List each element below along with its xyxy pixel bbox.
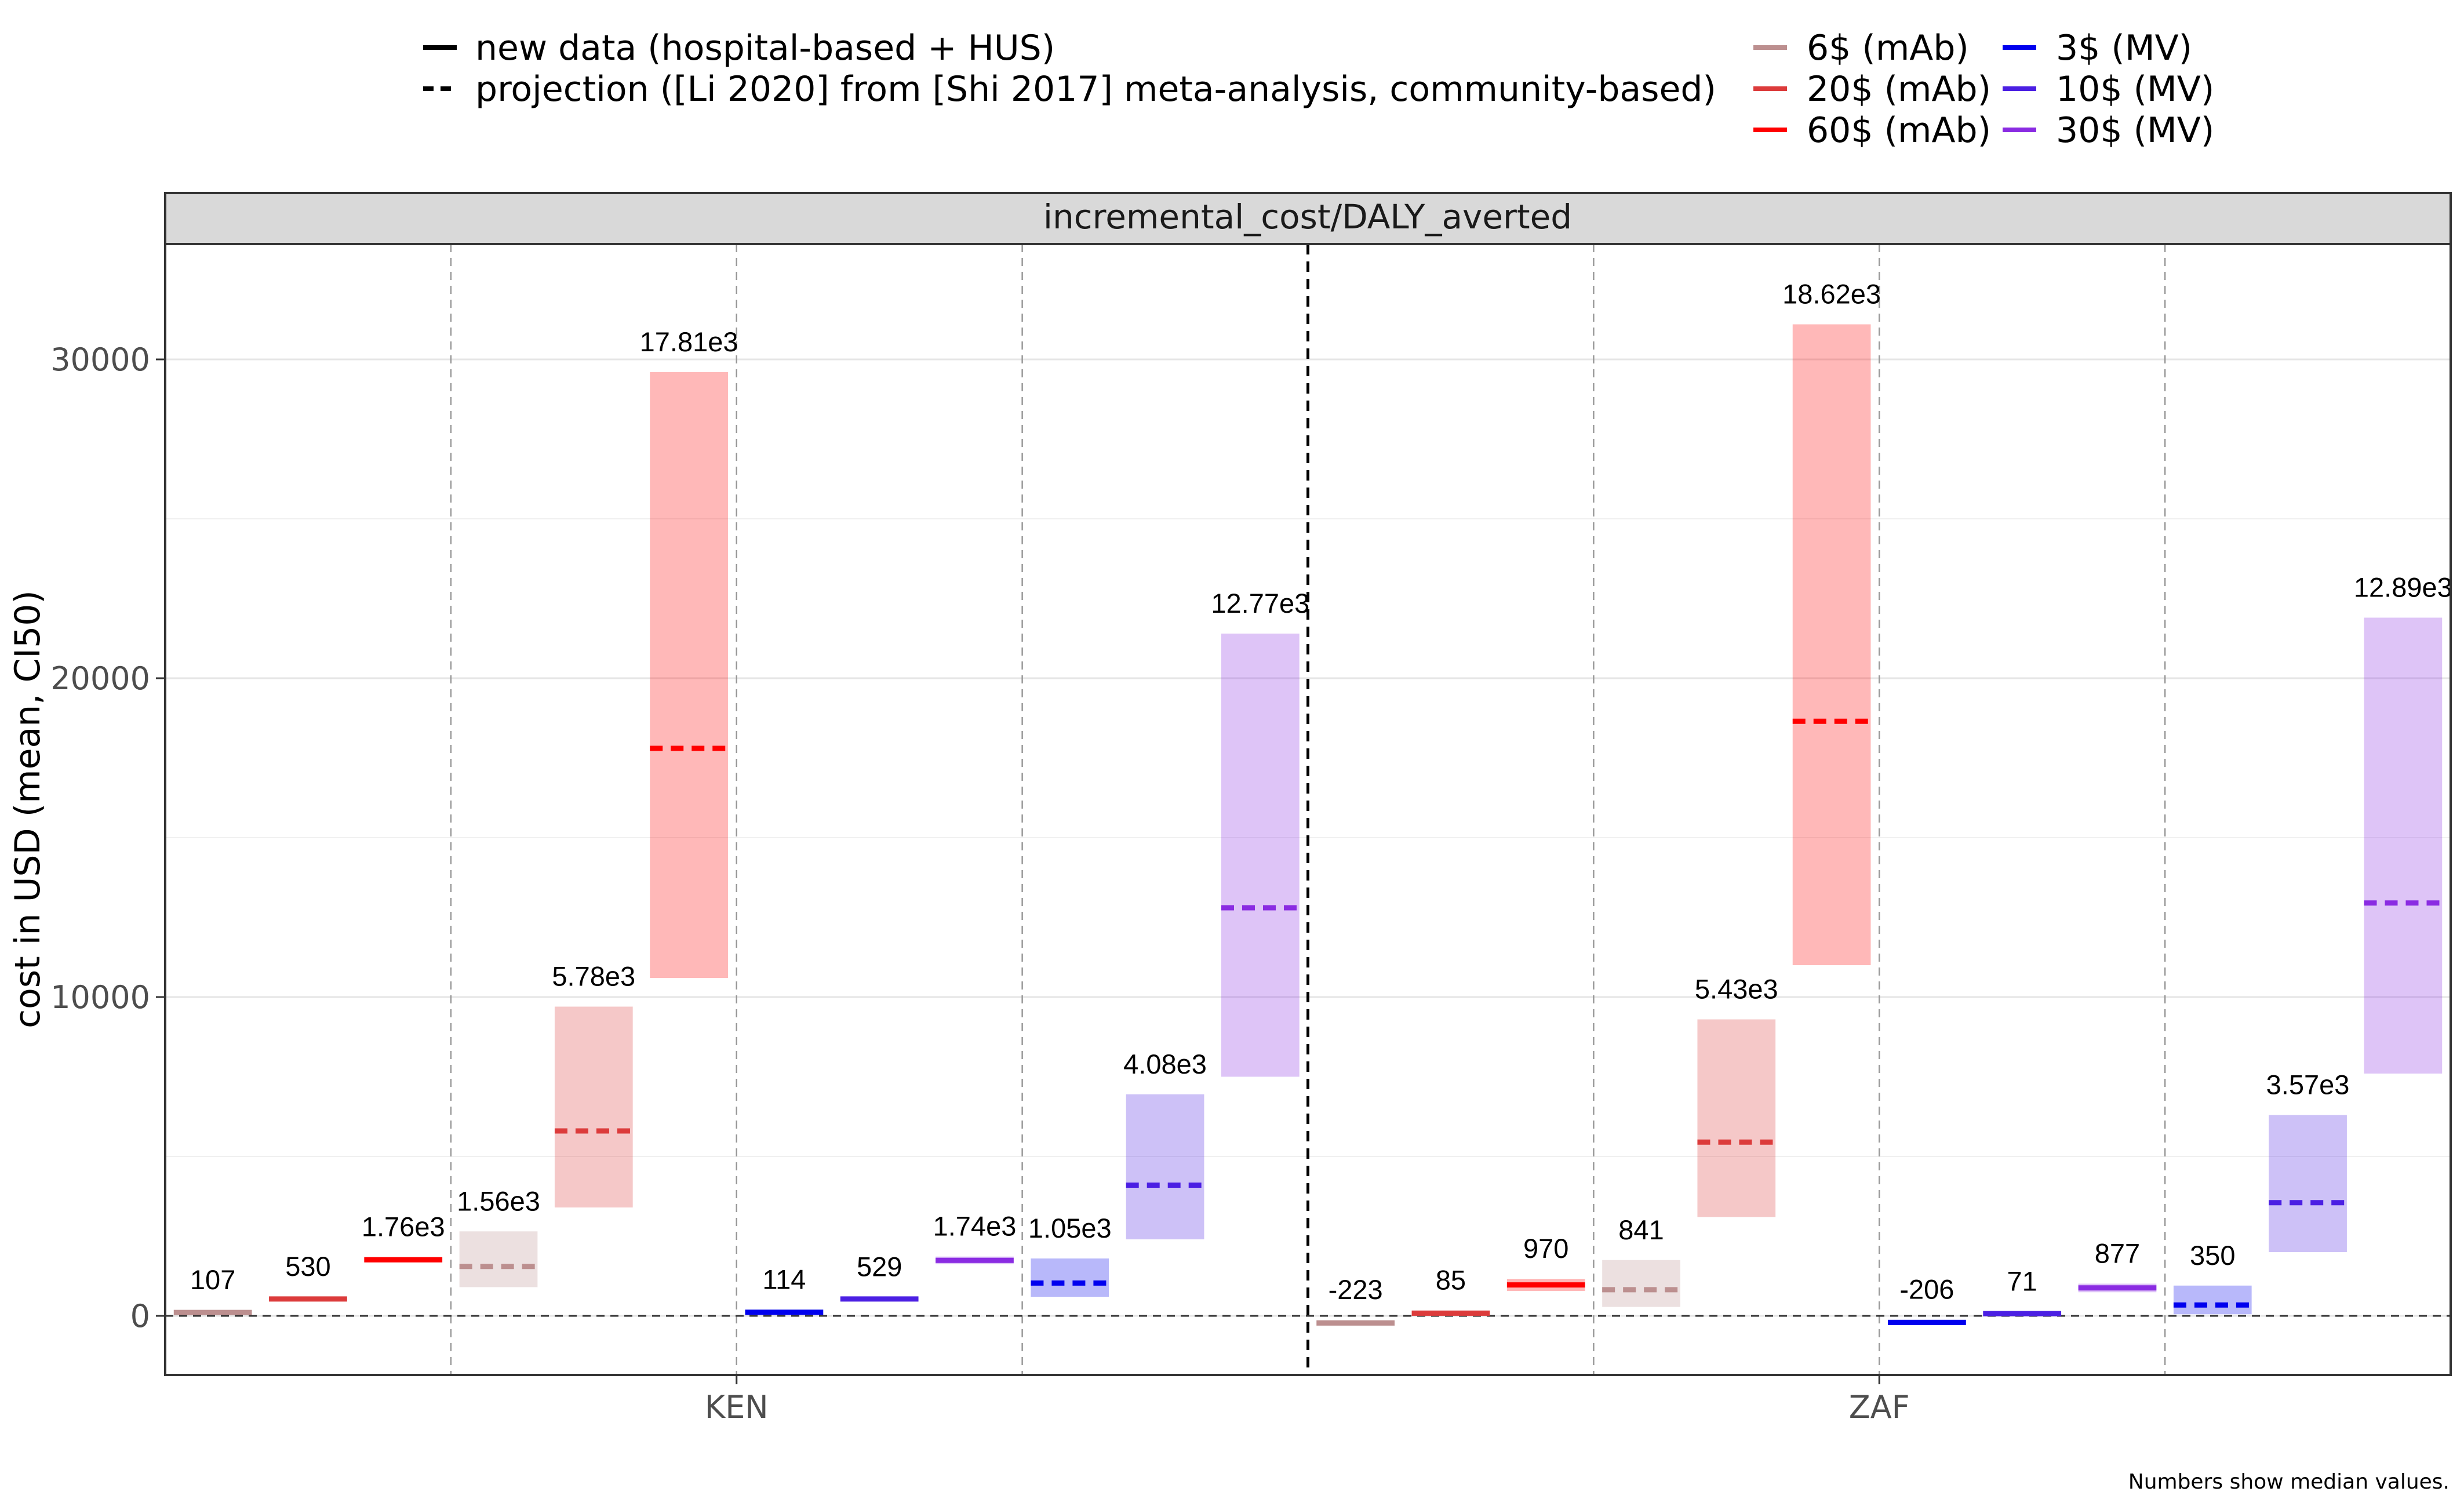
median-label: 5.78e3 (552, 961, 635, 992)
legend-color-label: 20$ (mAb) (1807, 69, 1991, 110)
ci-box (2364, 617, 2443, 1074)
y-tick-label: 0 (130, 1298, 150, 1334)
ci-box (1126, 1094, 1204, 1239)
data-bars (173, 324, 2443, 1326)
median-label: 529 (857, 1252, 902, 1282)
median-label: 530 (285, 1251, 330, 1282)
legend: new data (hospital-based + HUS)projectio… (423, 28, 2214, 151)
median-label: 1.05e3 (1028, 1213, 1112, 1243)
ci-box (554, 1006, 633, 1207)
x-tick-label: KEN (705, 1389, 769, 1425)
median-label: 12.89e3 (2354, 572, 2452, 603)
median-label: 4.08e3 (1123, 1049, 1207, 1079)
y-axis: 0 10000 20000 30000 (50, 341, 165, 1334)
median-label: 877 (2095, 1238, 2140, 1268)
caption: Numbers show median values. (2128, 1470, 2450, 1494)
value-labels: 107 530 1.76e3 1.56e3 5.78e3 17.81e3 114 529 1.7… (190, 279, 2452, 1305)
panel-border (164, 243, 2452, 1376)
median-label: -206 (1899, 1274, 1954, 1305)
median-label: 17.81e3 (640, 326, 738, 357)
median-label: 114 (762, 1264, 806, 1295)
legend-linetype-label: projection ([Li 2020] from [Shi 2017] me… (475, 69, 1716, 110)
ci-box (2173, 1285, 2252, 1315)
median-label: 107 (190, 1264, 235, 1295)
legend-color-label: 60$ (mAb) (1807, 110, 1991, 151)
ci-box (1031, 1258, 1109, 1297)
ci-box (1602, 1260, 1680, 1307)
x-tick-label: ZAF (1849, 1389, 1910, 1425)
y-axis-title: cost in USD (mean, CI50) (8, 590, 48, 1028)
legend-color-label: 30$ (MV) (2056, 110, 2214, 151)
ci-box (1697, 1019, 1776, 1217)
ci-box (1792, 324, 1871, 965)
median-label: 18.62e3 (1782, 279, 1881, 310)
legend-color-label: 10$ (MV) (2056, 69, 2214, 110)
y-tick-label: 20000 (50, 660, 150, 697)
median-label: 5.43e3 (1695, 974, 1778, 1005)
grid (165, 244, 2451, 1375)
y-tick-label: 30000 (50, 341, 150, 378)
x-axis: KEN ZAF (705, 1375, 1910, 1425)
ci-box (459, 1231, 538, 1287)
legend-linetype-label: new data (hospital-based + HUS) (475, 28, 1055, 68)
median-label: 1.76e3 (362, 1211, 445, 1242)
median-label: 841 (1618, 1214, 1664, 1245)
median-label: 350 (2190, 1240, 2235, 1271)
ci-box (650, 372, 728, 978)
legend-color-label: 6$ (mAb) (1807, 28, 1969, 68)
y-tick-label: 10000 (50, 979, 150, 1016)
median-label: 71 (2007, 1265, 2037, 1296)
median-label: 85 (1436, 1265, 1466, 1296)
median-label: 1.74e3 (933, 1211, 1017, 1242)
ci-box (2269, 1115, 2347, 1252)
median-label: 3.57e3 (2266, 1070, 2350, 1100)
ci-box (1221, 634, 1300, 1077)
legend-color-label: 3$ (MV) (2056, 28, 2192, 68)
median-label: 970 (1523, 1233, 1568, 1264)
facet-strip-label: incremental_cost/DALY_averted (1043, 197, 1572, 237)
facet-strip (164, 192, 2452, 245)
median-label: 1.56e3 (457, 1185, 540, 1216)
median-label: -223 (1329, 1274, 1383, 1305)
median-label: 12.77e3 (1211, 588, 1309, 619)
